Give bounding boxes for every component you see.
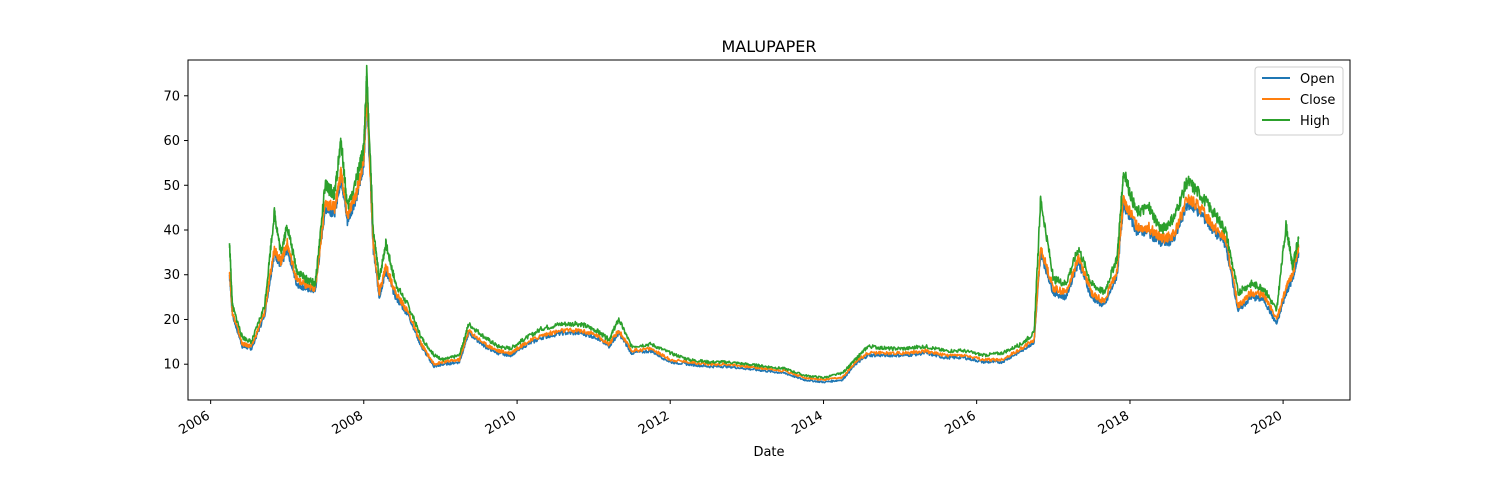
y-tick-label: 60: [163, 134, 180, 149]
legend-label-close: Close: [1300, 93, 1335, 108]
x-tick-label: 2014: [789, 408, 825, 438]
x-tick-label: 2010: [483, 408, 519, 438]
x-tick-label: 2020: [1249, 408, 1285, 438]
plot-area: [228, 64, 1300, 384]
x-tick-label: 2018: [1096, 408, 1132, 438]
y-tick-label: 70: [163, 89, 180, 104]
chart-title: MALUPAPER: [721, 37, 816, 56]
axes: 10 20 30 40 50 60 70 2006 2008 2010 2012 2014 2016 20…: [163, 59, 1351, 438]
legend: Open Close High: [1254, 66, 1344, 136]
x-tick-label: 2012: [636, 408, 672, 438]
legend-label-high: High: [1300, 114, 1330, 129]
legend-box: [1254, 66, 1344, 136]
y-tick-label: 10: [163, 358, 180, 373]
series-line-open: [228, 97, 1300, 384]
x-tick-label: 2016: [942, 408, 978, 438]
y-tick-label: 40: [163, 224, 180, 239]
x-tick-label: 2006: [176, 408, 212, 438]
series-line-high: [228, 64, 1300, 380]
y-tick-label: 20: [163, 313, 180, 328]
x-tick-label: 2008: [330, 408, 366, 438]
x-axis-label: Date: [753, 445, 784, 460]
legend-label-open: Open: [1300, 72, 1335, 87]
y-tick-label: 50: [163, 179, 180, 194]
y-tick-label: 30: [163, 268, 180, 283]
series-line-close: [228, 81, 1300, 382]
